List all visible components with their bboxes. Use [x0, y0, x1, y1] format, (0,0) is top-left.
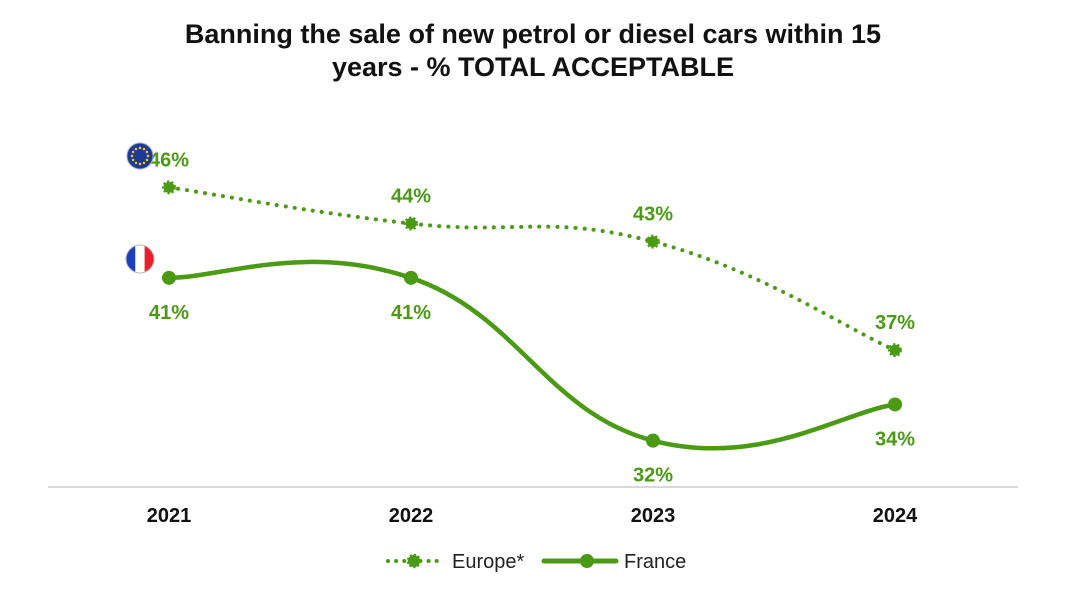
eu-flag-icon: [127, 143, 153, 169]
eu-star: [143, 162, 145, 164]
series-line-europe: [169, 187, 895, 350]
x-tick-2023: 2023: [631, 505, 676, 527]
data-label-france-2023: 32%: [633, 465, 673, 487]
point-france-2021: [162, 271, 176, 285]
eu-star: [131, 155, 133, 157]
eu-star: [139, 147, 141, 149]
line-chart: 46%44%43%37%41% 41%32%34% 2021 2022 2023 202…: [0, 0, 1066, 595]
data-label-france-2022: 41%: [391, 302, 431, 324]
x-tick-labels: 2021 2022 2023 2024: [147, 505, 918, 527]
eu-star: [146, 151, 148, 153]
data-label-europe-2022: 44%: [391, 186, 431, 208]
data-label-europe-2021: 46%: [149, 149, 189, 171]
eu-star: [135, 162, 137, 164]
eu-star: [147, 155, 149, 157]
point-europe-2022: [406, 218, 417, 229]
eu-star: [146, 159, 148, 161]
legend-europe-marker: [408, 555, 420, 567]
eu-star: [143, 148, 145, 150]
point-france-2023: [646, 434, 660, 448]
series-line-france: [169, 262, 895, 448]
legend-france-marker: [580, 554, 594, 568]
point-france-2024: [888, 397, 902, 411]
data-label-europe-2024: 37%: [875, 312, 915, 334]
eu-star: [139, 163, 141, 165]
legend-item-europe: Europe*: [388, 551, 524, 573]
data-label-europe-2023: 43%: [633, 204, 673, 226]
x-tick-2021: 2021: [147, 505, 192, 527]
x-tick-2022: 2022: [389, 505, 434, 527]
x-tick-2024: 2024: [873, 505, 918, 527]
data-label-france-2024: 34%: [875, 428, 915, 450]
legend-france-label: France: [624, 551, 686, 573]
legend: Europe* France: [388, 551, 686, 573]
point-europe-2023: [648, 236, 659, 247]
eu-star: [132, 151, 134, 153]
data-label-france-2021: 41%: [149, 302, 189, 324]
point-europe-2024: [890, 345, 901, 356]
series-layer: 46% 44% 43% 37% 41% 41% 32% 34%: [149, 149, 915, 486]
point-france-2022: [404, 271, 418, 285]
point-europe-2021: [164, 182, 175, 193]
france-flag-icon: [126, 245, 154, 273]
legend-item-france: France: [544, 551, 686, 573]
legend-europe-label: Europe*: [452, 551, 524, 573]
eu-star: [135, 148, 137, 150]
eu-star: [132, 159, 134, 161]
